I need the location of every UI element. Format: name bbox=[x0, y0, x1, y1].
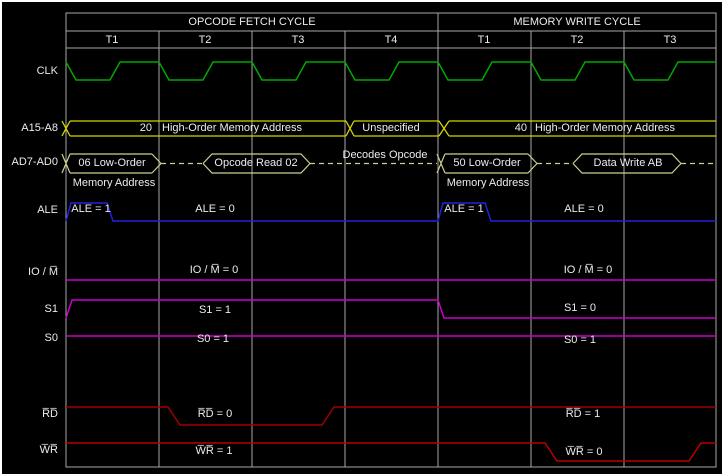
clk-signal-label: CLK bbox=[36, 65, 58, 77]
ad7-ad0-signal-label: AD7-AD0 bbox=[11, 156, 58, 168]
a15-a8-signal-label: A15-A8 bbox=[21, 122, 58, 134]
ad7-ad0-write-value: 50 Low-Order bbox=[453, 157, 521, 169]
s0-fetch-annotation: S0 = 1 bbox=[196, 333, 230, 345]
ale-fetch-high-annotation: ALE = 1 bbox=[71, 203, 111, 215]
t-state-fetch-t4: T4 bbox=[384, 34, 398, 46]
s0-write-annotation: S0 = 1 bbox=[563, 334, 597, 346]
a15-a8-fetch-value: 20 bbox=[139, 122, 152, 134]
ale-waveform bbox=[65, 202, 716, 222]
t-state-fetch-t3: T3 bbox=[291, 34, 305, 46]
rd-fetch-annotation: R̅D̅ = 0 bbox=[197, 408, 233, 420]
ad7-ad0-fetch-value-line2: Memory Address bbox=[72, 177, 156, 189]
s0-signal-label: S0 bbox=[44, 332, 58, 344]
t-state-fetch-t2: T2 bbox=[198, 34, 212, 46]
ad7-ad0-fetch-value: 06 Low-Order bbox=[78, 157, 146, 169]
ale-signal-label: ALE bbox=[37, 204, 58, 216]
t-state-write-t2: T2 bbox=[570, 34, 584, 46]
io-m-signal-label: IO / M̅ bbox=[28, 266, 58, 278]
rd-signal-label: R̅D̅ bbox=[42, 408, 58, 420]
s1-write-annotation: S1 = 0 bbox=[563, 302, 597, 314]
ad7-ad0-bus-waveform bbox=[61, 153, 713, 174]
rd-waveform bbox=[66, 406, 716, 426]
a15-a8-bus-waveform bbox=[61, 120, 716, 137]
ale-fetch-low-annotation: ALE = 0 bbox=[195, 203, 235, 215]
wr-write-annotation: W̅R̅ = 0 bbox=[565, 446, 603, 458]
ad7-ad0-write-value-line2: Memory Address bbox=[446, 177, 530, 189]
s1-fetch-annotation: S1 = 1 bbox=[198, 304, 232, 316]
rd-write-annotation: R̅D̅ = 1 bbox=[565, 408, 601, 420]
ad7-ad0-data-label: Data Write AB bbox=[593, 157, 663, 169]
ad7-ad0-opcode-label: Opcode Read 02 bbox=[214, 157, 298, 169]
wr-waveform bbox=[66, 442, 716, 462]
ad7-ad0-decode-label: Decodes Opcode bbox=[342, 149, 428, 161]
t-state-write-t3: T3 bbox=[663, 34, 677, 46]
a15-a8-write-label: High-Order Memory Address bbox=[535, 122, 675, 134]
clk-waveform bbox=[65, 61, 716, 81]
a15-a8-t4-label: Unspecified bbox=[362, 122, 420, 134]
fetch-cycle-header: OPCODE FETCH CYCLE bbox=[188, 16, 316, 28]
write-cycle-header: MEMORY WRITE CYCLE bbox=[513, 16, 641, 28]
wr-fetch-annotation: W̅R̅ = 1 bbox=[195, 445, 233, 457]
grid-lines bbox=[65, 12, 717, 468]
ale-write-low-annotation: ALE = 0 bbox=[564, 203, 604, 215]
a15-a8-fetch-label: High-Order Memory Address bbox=[162, 122, 302, 134]
io-m-write-annotation: IO / M̅ = 0 bbox=[563, 264, 613, 276]
s1-waveform bbox=[65, 299, 716, 319]
io-m-fetch-annotation: IO / M̅ = 0 bbox=[189, 264, 239, 276]
a15-a8-write-value: 40 bbox=[514, 122, 527, 134]
s1-signal-label: S1 bbox=[44, 303, 58, 315]
t-state-write-t1: T1 bbox=[477, 34, 491, 46]
t-state-fetch-t1: T1 bbox=[105, 34, 119, 46]
ale-write-high-annotation: ALE = 1 bbox=[444, 203, 484, 215]
wr-signal-label: W̅R̅ bbox=[39, 444, 58, 456]
